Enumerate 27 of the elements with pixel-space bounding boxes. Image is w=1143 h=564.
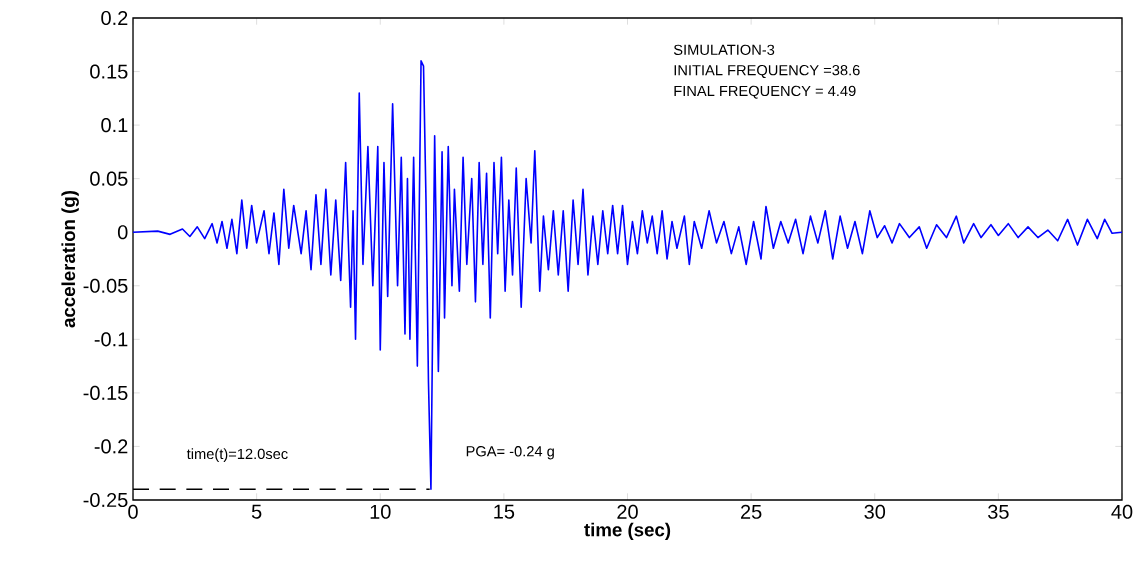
annotation: FINAL FREQUENCY = 4.49 xyxy=(674,85,856,99)
y-tick-label: -0.15 xyxy=(83,385,128,400)
annotation: INITIAL FREQUENCY =38.6 xyxy=(674,65,860,78)
y-tick-label: 0 xyxy=(117,225,128,240)
x-tick-label: 35 xyxy=(988,504,1009,519)
y-tick-label: -0.2 xyxy=(94,439,128,454)
y-tick-label: 0.2 xyxy=(101,10,128,26)
x-tick-label: 40 xyxy=(1111,504,1133,519)
line-series xyxy=(133,60,1122,491)
y-tick-label: 0.15 xyxy=(90,64,128,79)
y-axis-title: acceleration (g) xyxy=(61,190,79,328)
x-tick-label: 25 xyxy=(741,504,762,519)
x-axis-title: time (sec) xyxy=(584,522,671,541)
y-tick-label: -0.1 xyxy=(94,332,128,347)
x-tick-label: 5 xyxy=(251,504,262,519)
y-tick-label: 0.05 xyxy=(90,171,128,186)
y-tick-label: 0.1 xyxy=(101,118,128,133)
x-tick-label: 0 xyxy=(128,504,138,519)
annotation: PGA= -0.24 g xyxy=(466,446,554,460)
y-tick-label: -0.25 xyxy=(83,492,128,508)
x-tick-label: 15 xyxy=(494,504,515,519)
annotation: SIMULATION-3 xyxy=(673,44,775,55)
x-tick-label: 30 xyxy=(864,504,886,519)
x-tick-label: 10 xyxy=(370,504,391,519)
annotation: time(t)=12.0sec xyxy=(186,448,288,462)
y-tick-label: -0.05 xyxy=(83,278,128,293)
x-tick-label: 20 xyxy=(617,504,638,519)
